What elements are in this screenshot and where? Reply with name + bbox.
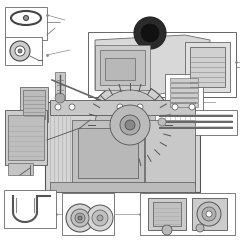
Circle shape [110,105,150,145]
Bar [145,120,195,185]
Circle shape [196,224,204,232]
Circle shape [95,90,165,160]
Bar [55,72,65,100]
Circle shape [97,215,103,221]
Bar [153,202,181,226]
Circle shape [15,46,25,56]
Bar [45,102,200,192]
Bar [170,103,198,107]
Bar [100,50,145,85]
Circle shape [69,104,75,110]
Bar [148,198,186,230]
Circle shape [55,104,61,110]
Circle shape [137,104,143,110]
Bar [185,42,230,92]
Circle shape [162,225,172,235]
Bar [170,93,198,97]
Circle shape [134,17,166,49]
Bar [155,110,237,135]
Circle shape [206,211,212,217]
Bar [62,193,114,235]
Circle shape [197,202,221,226]
Bar [105,58,135,80]
Circle shape [87,205,113,231]
Bar [5,110,47,165]
Circle shape [120,115,140,135]
Bar [192,198,227,230]
Bar [88,32,236,97]
Bar [170,78,198,82]
Bar [95,45,150,90]
Bar [190,47,225,87]
Circle shape [88,83,172,167]
Bar [50,100,195,115]
Circle shape [66,204,94,232]
Bar [170,98,198,102]
Circle shape [92,210,108,226]
Polygon shape [95,35,210,95]
Circle shape [10,41,30,61]
Bar [8,115,44,160]
Bar [170,88,198,92]
Bar [4,190,56,228]
Circle shape [18,49,22,53]
Bar [140,193,235,235]
Bar [5,7,47,40]
Bar [72,120,144,185]
Circle shape [117,104,123,110]
Circle shape [140,23,160,43]
Bar [165,74,203,112]
Bar [5,37,42,65]
Circle shape [78,216,82,220]
Bar [78,128,138,178]
Circle shape [71,209,89,227]
Circle shape [158,118,166,126]
Bar [23,90,45,119]
Ellipse shape [24,16,29,20]
Circle shape [202,207,216,221]
Circle shape [189,104,195,110]
Circle shape [55,93,65,103]
Bar [20,87,48,122]
Bar [170,83,198,87]
Circle shape [75,213,85,223]
Bar [8,163,33,175]
Bar [50,182,195,192]
Circle shape [125,120,135,130]
Circle shape [172,104,178,110]
